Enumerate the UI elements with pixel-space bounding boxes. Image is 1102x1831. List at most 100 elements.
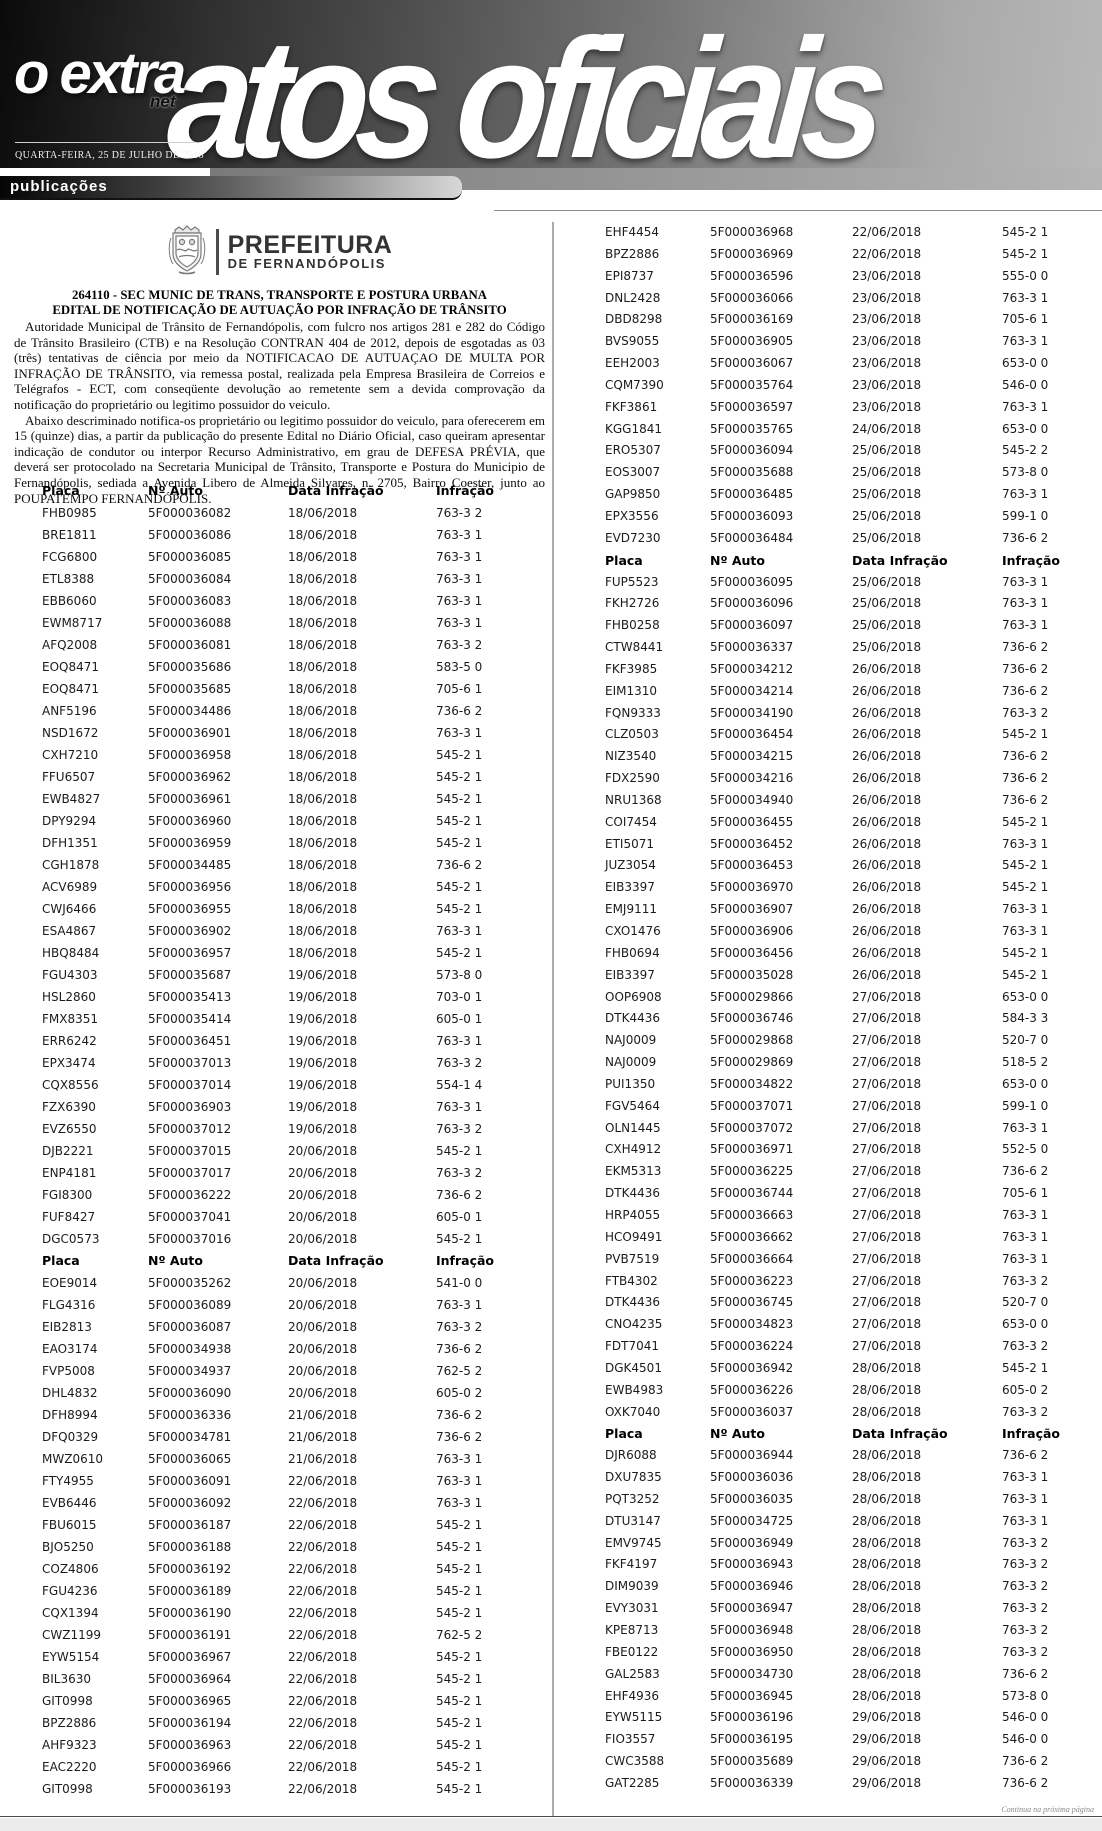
date-cell: 18/06/2018 — [288, 704, 358, 718]
auto-number-cell: 5F000035686 — [148, 660, 232, 674]
plate-cell: FQN9333 — [605, 705, 661, 720]
infraction-cell: 736-6 2 — [436, 1342, 483, 1356]
plate-cell: ERO5307 — [605, 443, 661, 458]
infraction-cell: 762-5 2 — [436, 1628, 483, 1642]
auto-number-cell: 5F000037015 — [148, 1144, 232, 1158]
plate-cell: CWZ1199 — [42, 1628, 102, 1642]
date-cell: 22/06/2018 — [288, 1584, 358, 1598]
date-cell: 26/06/2018 — [852, 902, 922, 917]
date-cell: 18/06/2018 — [288, 770, 358, 784]
table-row: PUI1350 5F000034822 27/06/2018 653-0 0 — [605, 1074, 1102, 1096]
infraction-cell: 763-3 1 — [436, 1496, 483, 1510]
infraction-cell: 763-3 1 — [1002, 596, 1049, 611]
date-cell: 29/06/2018 — [852, 1710, 922, 1725]
date-cell: 25/06/2018 — [852, 618, 922, 633]
table-row: FCG6800 5F000036085 18/06/2018 763-3 1 — [42, 546, 547, 568]
plate-cell: FKF3985 — [605, 661, 658, 676]
auto-number-cell: 5F000036746 — [710, 1011, 794, 1026]
auto-number-cell: 5F000036596 — [710, 268, 794, 283]
table-header-row: Placa Nº Auto Data Infração Infração — [42, 480, 547, 502]
plate-cell: BPZ2886 — [605, 246, 660, 261]
table-row: FGI8300 5F000036222 20/06/2018 736-6 2 — [42, 1184, 547, 1206]
infraction-cell: 545-2 1 — [436, 902, 483, 916]
date-cell: 26/06/2018 — [852, 727, 922, 742]
table-row: DGC0573 5F000037016 20/06/2018 545-2 1 — [42, 1228, 547, 1250]
table-row: DTK4436 5F000036746 27/06/2018 584-3 3 — [605, 1008, 1102, 1030]
infraction-cell: 763-3 2 — [1002, 1339, 1049, 1354]
auto-number-cell: 5F000036097 — [710, 618, 794, 633]
auto-number-cell: 5F000036454 — [710, 727, 794, 742]
infraction-cell: 545-2 1 — [436, 880, 483, 894]
auto-number-cell: 5F000036222 — [148, 1188, 232, 1202]
auto-number-cell: 5F000035687 — [148, 968, 232, 982]
infraction-cell: 605-0 1 — [436, 1210, 483, 1224]
date-cell: 27/06/2018 — [852, 1339, 922, 1354]
infraction-cell: 763-3 1 — [1002, 618, 1049, 633]
table-row: ETI5071 5F000036452 26/06/2018 763-3 1 — [605, 834, 1102, 856]
plate-cell: CQX8556 — [42, 1078, 99, 1092]
infraction-cell: 762-5 2 — [436, 1364, 483, 1378]
table-row: CWZ1199 5F000036191 22/06/2018 762-5 2 — [42, 1624, 547, 1646]
infraction-cell: 763-3 2 — [436, 1056, 483, 1070]
plate-cell: EIB3397 — [605, 880, 655, 895]
infraction-cell: 545-2 1 — [1002, 967, 1049, 982]
table-row: COI7454 5F000036455 26/06/2018 545-2 1 — [605, 812, 1102, 834]
date-cell: 26/06/2018 — [852, 945, 922, 960]
plate-cell: EIB2813 — [42, 1320, 92, 1334]
auto-number-cell: 5F000036455 — [710, 814, 794, 829]
auto-number-cell: 5F000036968 — [710, 225, 794, 239]
section-tab-publicacoes[interactable]: publicações — [0, 176, 462, 200]
auto-number-cell: 5F000036903 — [148, 1100, 232, 1114]
infraction-cell: 763-3 1 — [1002, 1207, 1049, 1222]
table-row: DFH1351 5F000036959 18/06/2018 545-2 1 — [42, 832, 547, 854]
table-row: EYW5115 5F000036196 29/06/2018 546-0 0 — [605, 1707, 1102, 1729]
table-row: KPE8713 5F000036948 28/06/2018 763-3 2 — [605, 1620, 1102, 1642]
date-cell: 28/06/2018 — [852, 1601, 922, 1616]
table-row: EEH2003 5F000036067 23/06/2018 653-0 0 — [605, 353, 1102, 375]
infraction-cell: 705-6 1 — [436, 682, 483, 696]
infraction-cell: 736-6 2 — [1002, 1754, 1049, 1769]
infraction-cell: 736-6 2 — [1002, 1164, 1049, 1179]
auto-number-cell: 5F000036967 — [148, 1650, 232, 1664]
plate-cell: JUZ3054 — [605, 858, 656, 873]
plate-cell: EEH2003 — [605, 356, 660, 371]
infraction-cell: 545-2 1 — [436, 1694, 483, 1708]
date-cell: 26/06/2018 — [852, 792, 922, 807]
table-header-row: Placa Nº Auto Data Infração Infração — [42, 1250, 547, 1272]
auto-number-cell: 5F000036966 — [148, 1760, 232, 1774]
date-cell: 18/06/2018 — [288, 880, 358, 894]
date-cell: 23/06/2018 — [852, 399, 922, 414]
auto-number-cell: 5F000036083 — [148, 594, 232, 608]
date-cell: 19/06/2018 — [288, 1056, 358, 1070]
auto-number-cell: 5F000034212 — [710, 661, 794, 676]
infraction-cell: 763-3 1 — [1002, 1470, 1049, 1485]
auto-number-cell: 5F000036456 — [710, 945, 794, 960]
table-row: EIB2813 5F000036087 20/06/2018 763-3 2 — [42, 1316, 547, 1338]
auto-number-cell: 5F000036451 — [148, 1034, 232, 1048]
date-cell: 19/06/2018 — [288, 1078, 358, 1092]
plate-cell: FTB4302 — [605, 1273, 658, 1288]
plate-cell: FUF8427 — [42, 1210, 96, 1224]
infraction-cell: 763-3 1 — [436, 528, 483, 542]
infraction-cell: 605-0 2 — [1002, 1382, 1049, 1397]
plate-cell: FHB0258 — [605, 618, 660, 633]
infraction-cell: 545-2 2 — [1002, 443, 1049, 458]
plate-cell: DGK4501 — [605, 1360, 662, 1375]
infraction-cell: 736-6 2 — [1002, 1775, 1049, 1790]
plate-cell: DBD8298 — [605, 312, 663, 327]
plate-cell: FDT7041 — [605, 1339, 660, 1354]
plate-cell: ANF5196 — [42, 704, 97, 718]
auto-number-cell: 5F000034485 — [148, 858, 232, 872]
infraction-cell: 763-3 2 — [436, 1166, 483, 1180]
date-cell: 28/06/2018 — [852, 1404, 922, 1419]
infraction-cell: 763-3 2 — [1002, 1601, 1049, 1616]
plate-cell: FTY4955 — [42, 1474, 94, 1488]
auto-number-cell: 5F000036223 — [710, 1273, 794, 1288]
column-header: Infração — [1002, 1426, 1061, 1442]
infraction-cell: 555-0 0 — [1002, 268, 1049, 283]
plate-cell: AFQ2008 — [42, 638, 98, 652]
infraction-cell: 599-1 0 — [1002, 508, 1049, 523]
auto-number-cell: 5F000036067 — [710, 356, 794, 371]
date-cell: 27/06/2018 — [852, 1229, 922, 1244]
plate-cell: HCO9491 — [605, 1229, 663, 1244]
